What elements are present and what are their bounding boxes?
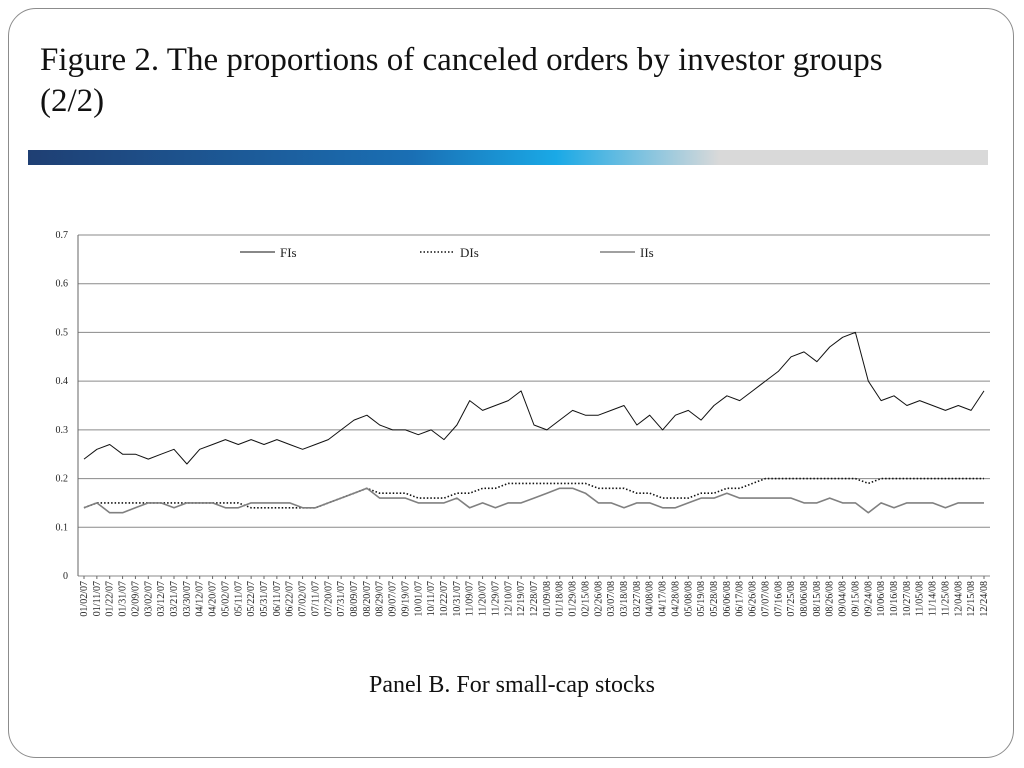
x-tick-label: 11/05/08 <box>915 581 926 616</box>
x-tick-label: 05/19/08 <box>696 581 707 617</box>
x-tick-label: 03/12/07 <box>156 581 167 617</box>
y-tick-label: 0.3 <box>56 425 69 436</box>
x-tick-label: 05/31/07 <box>259 581 270 617</box>
series-line-dis <box>83 477 984 509</box>
series-line-iis <box>83 487 984 514</box>
x-tick-label: 12/19/07 <box>516 581 527 617</box>
x-tick-label: 10/01/07 <box>413 581 424 617</box>
x-tick-label: 01/29/08 <box>568 581 579 617</box>
x-tick-label: 04/28/08 <box>670 581 681 617</box>
x-tick-label: 12/10/07 <box>503 581 514 617</box>
x-tick-label: 04/12/07 <box>195 581 206 617</box>
x-tick-label: 11/25/08 <box>940 581 951 616</box>
x-tick-label: 08/26/08 <box>825 581 836 617</box>
x-tick-label: 09/24/08 <box>863 581 874 617</box>
x-tick-label: 08/06/08 <box>799 581 810 617</box>
x-tick-label: 08/20/07 <box>362 581 373 617</box>
x-tick-label: 10/27/08 <box>902 581 913 617</box>
x-tick-label: 03/30/07 <box>182 581 193 617</box>
x-tick-label: 10/31/07 <box>452 581 463 617</box>
x-tick-label: 07/25/08 <box>786 581 797 617</box>
x-tick-label: 07/11/07 <box>310 581 321 616</box>
legend-label-fis: FIs <box>280 245 297 260</box>
y-tick-label: 0.4 <box>56 376 69 387</box>
y-tick-label: 0.6 <box>56 279 69 290</box>
x-tick-label: 11/29/07 <box>490 581 501 616</box>
slide-frame <box>8 8 1014 758</box>
x-tick-label: 07/16/08 <box>773 581 784 617</box>
x-tick-label: 04/08/08 <box>645 581 656 617</box>
x-tick-label: 03/27/08 <box>632 581 643 617</box>
x-tick-label: 07/07/08 <box>760 581 771 617</box>
x-tick-label: 11/09/07 <box>465 581 476 616</box>
legend-label-dis: DIs <box>460 245 479 260</box>
x-tick-label: 03/07/08 <box>606 581 617 617</box>
x-tick-label: 03/21/07 <box>169 581 180 617</box>
x-tick-label: 10/16/08 <box>889 581 900 617</box>
x-tick-label: 02/09/07 <box>130 581 141 617</box>
x-tick-label: 05/02/07 <box>220 581 231 617</box>
x-tick-label: 05/28/08 <box>709 581 720 617</box>
x-tick-label: 07/02/07 <box>298 581 309 617</box>
x-tick-label: 06/11/07 <box>272 581 283 616</box>
x-tick-label: 05/08/08 <box>683 581 694 617</box>
x-tick-label: 09/15/08 <box>850 581 861 617</box>
x-tick-label: 01/09/08 <box>542 581 553 617</box>
legend-label-iis: IIs <box>640 245 654 260</box>
x-tick-label: 09/07/07 <box>388 581 399 617</box>
x-tick-label: 11/14/08 <box>928 581 939 616</box>
x-tick-label: 01/18/08 <box>555 581 566 617</box>
x-tick-label: 04/20/07 <box>208 581 219 617</box>
x-tick-label: 12/24/08 <box>979 581 990 617</box>
x-tick-label: 01/22/07 <box>105 581 116 617</box>
x-tick-label: 09/04/08 <box>838 581 849 617</box>
x-tick-label: 12/28/07 <box>529 581 540 617</box>
x-tick-label: 12/15/08 <box>966 581 977 617</box>
x-tick-label: 10/11/07 <box>426 581 437 616</box>
x-tick-label: 08/29/07 <box>375 581 386 617</box>
slide-title: Figure 2. The proportions of canceled or… <box>40 42 883 119</box>
x-tick-label: 03/18/08 <box>619 581 630 617</box>
accent-gradient-bar <box>28 150 988 165</box>
x-tick-label: 08/09/07 <box>349 581 360 617</box>
x-tick-label: 10/22/07 <box>439 581 450 617</box>
y-tick-label: 0.5 <box>56 327 69 338</box>
y-tick-label: 0 <box>63 571 68 582</box>
x-tick-label: 10/06/08 <box>876 581 887 617</box>
series-line-fis <box>83 331 985 465</box>
x-tick-label: 12/04/08 <box>953 581 964 617</box>
x-tick-label: 06/26/08 <box>748 581 759 617</box>
x-tick-label: 05/22/07 <box>246 581 257 617</box>
x-tick-label: 07/31/07 <box>336 581 347 617</box>
x-tick-label: 01/11/07 <box>92 581 103 616</box>
panel-caption: Panel B. For small-cap stocks <box>369 672 655 698</box>
x-tick-label: 04/17/08 <box>658 581 669 617</box>
x-tick-label: 05/11/07 <box>233 581 244 616</box>
x-tick-label: 06/06/08 <box>722 581 733 617</box>
x-tick-label: 07/20/07 <box>323 581 334 617</box>
y-tick-label: 0.1 <box>56 522 69 533</box>
y-tick-label: 0.2 <box>56 474 69 485</box>
x-tick-label: 11/20/07 <box>478 581 489 616</box>
y-tick-label: 0.7 <box>56 230 69 241</box>
x-tick-label: 01/31/07 <box>118 581 129 617</box>
x-tick-label: 08/15/08 <box>812 581 823 617</box>
x-tick-label: 01/02/07 <box>79 581 90 617</box>
x-tick-label: 02/26/08 <box>593 581 604 617</box>
x-tick-label: 06/17/08 <box>735 581 746 617</box>
x-tick-label: 03/02/07 <box>143 581 154 617</box>
x-tick-label: 02/15/08 <box>580 581 591 617</box>
x-tick-label: 09/19/07 <box>400 581 411 617</box>
x-tick-label: 06/22/07 <box>285 581 296 617</box>
